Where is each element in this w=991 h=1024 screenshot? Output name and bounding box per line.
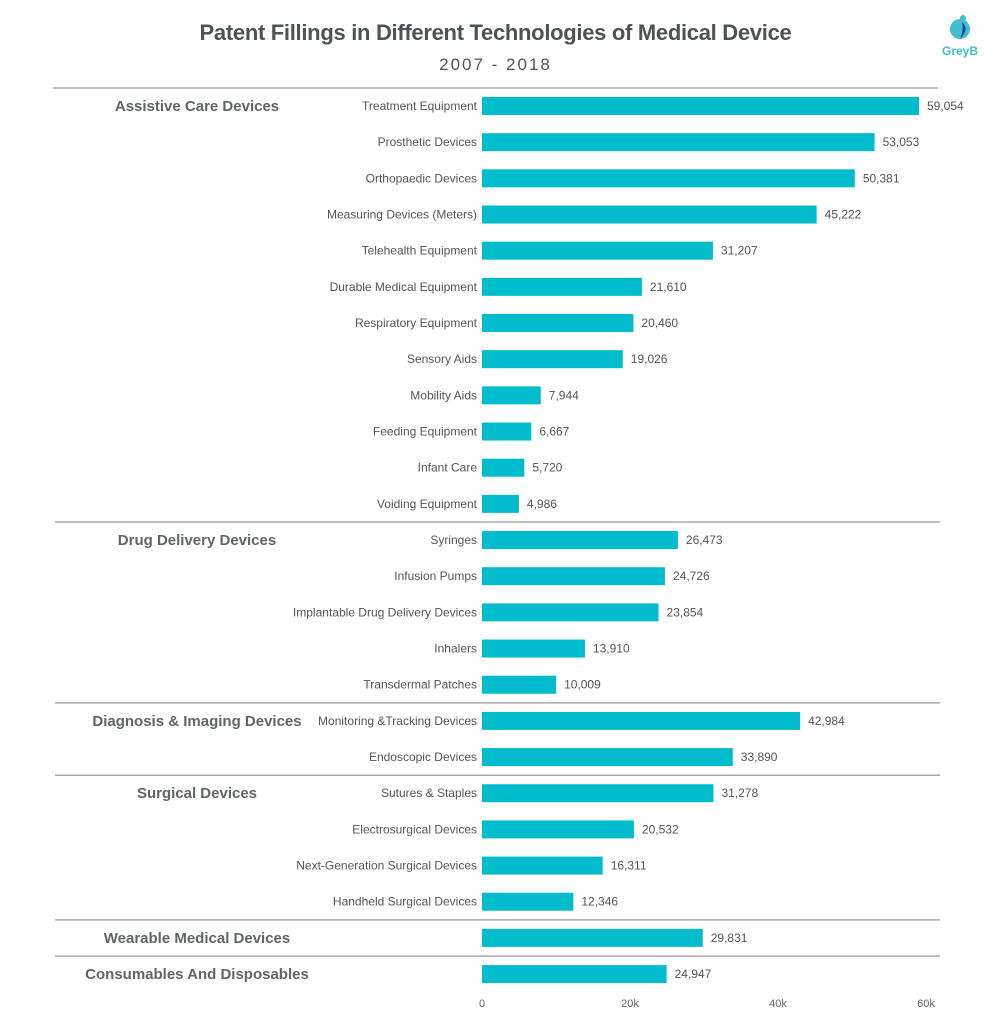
data-label: 26,473: [686, 533, 723, 547]
category-label: Electrosurgical Devices: [352, 822, 477, 836]
category-label: Sutures & Staples: [381, 786, 477, 800]
bar: [482, 459, 524, 477]
category-label: Durable Medical Equipment: [330, 280, 478, 294]
bar: [482, 531, 678, 549]
category-label: Implantable Drug Delivery Devices: [293, 605, 477, 619]
bar: [482, 169, 855, 187]
x-tick-label: 20k: [621, 998, 639, 1010]
category-label: Transdermal Patches: [363, 678, 477, 692]
data-label: 45,222: [825, 208, 862, 222]
x-tick-label: 0: [479, 998, 485, 1010]
bar: [482, 676, 556, 694]
data-label: 20,460: [641, 316, 678, 330]
data-label: 42,984: [808, 714, 845, 728]
category-label: Sensory Aids: [407, 352, 477, 366]
bar: [482, 423, 531, 441]
x-tick-label: 40k: [769, 998, 787, 1010]
data-label: 23,854: [667, 605, 704, 619]
group-label: Drug Delivery Devices: [118, 532, 276, 549]
data-label: 53,053: [883, 135, 920, 149]
category-label: Prosthetic Devices: [378, 135, 477, 149]
group-label: Wearable Medical Devices: [104, 930, 291, 947]
category-label: Next-Generation Surgical Devices: [296, 859, 477, 873]
category-label: Orthopaedic Devices: [366, 171, 477, 185]
data-label: 24,726: [673, 569, 710, 583]
bar: [482, 965, 667, 983]
data-label: 10,009: [564, 678, 601, 692]
data-label: 31,207: [721, 244, 758, 258]
bar: [482, 603, 659, 621]
bar: [482, 857, 603, 875]
bar: [482, 350, 623, 368]
category-label: Treatment Equipment: [362, 99, 478, 113]
category-label: Monitoring &Tracking Devices: [318, 714, 477, 728]
data-label: 50,381: [863, 171, 900, 185]
bar: [482, 495, 519, 513]
data-label: 13,910: [593, 642, 630, 656]
bar: [482, 893, 573, 911]
data-label: 5,720: [532, 461, 562, 475]
group-label: Surgical Devices: [137, 785, 257, 802]
category-label: Voiding Equipment: [377, 497, 478, 511]
bar: [482, 712, 800, 730]
bar: [482, 314, 633, 332]
data-label: 24,947: [675, 967, 712, 981]
category-label: Measuring Devices (Meters): [327, 208, 477, 222]
category-label: Inhalers: [434, 642, 477, 656]
group-label: Assistive Care Devices: [115, 98, 279, 115]
category-label: Mobility Aids: [410, 388, 477, 402]
category-label: Telehealth Equipment: [362, 244, 478, 258]
bar: [482, 242, 713, 260]
group-label: Diagnosis & Imaging Devices: [92, 713, 301, 730]
data-label: 59,054: [927, 99, 964, 113]
bar: [482, 929, 703, 947]
bar: [482, 206, 817, 224]
category-label: Syringes: [430, 533, 477, 547]
bar: [482, 820, 634, 838]
data-label: 20,532: [642, 822, 679, 836]
data-label: 19,026: [631, 352, 668, 366]
category-label: Feeding Equipment: [373, 425, 478, 439]
category-label: Infusion Pumps: [394, 569, 477, 583]
data-label: 6,667: [539, 425, 569, 439]
bar: [482, 567, 665, 585]
bar: [482, 133, 875, 151]
data-label: 29,831: [711, 931, 748, 945]
bar: [482, 97, 919, 115]
bar: [482, 386, 541, 404]
data-label: 7,944: [549, 388, 579, 402]
data-label: 21,610: [650, 280, 687, 294]
data-label: 4,986: [527, 497, 557, 511]
category-label: Infant Care: [418, 461, 478, 475]
data-label: 16,311: [611, 859, 647, 873]
category-label: Endoscopic Devices: [369, 750, 477, 764]
data-label: 31,278: [721, 786, 758, 800]
data-label: 12,346: [581, 895, 618, 909]
bar: [482, 640, 585, 658]
bar: [482, 748, 733, 766]
x-tick-label: 60k: [917, 998, 935, 1010]
bar: [482, 278, 642, 296]
bar: [482, 784, 713, 802]
category-label: Handheld Surgical Devices: [333, 895, 477, 909]
data-label: 33,890: [741, 750, 778, 764]
category-label: Respiratory Equipment: [355, 316, 478, 330]
group-label: Consumables And Disposables: [85, 966, 309, 983]
